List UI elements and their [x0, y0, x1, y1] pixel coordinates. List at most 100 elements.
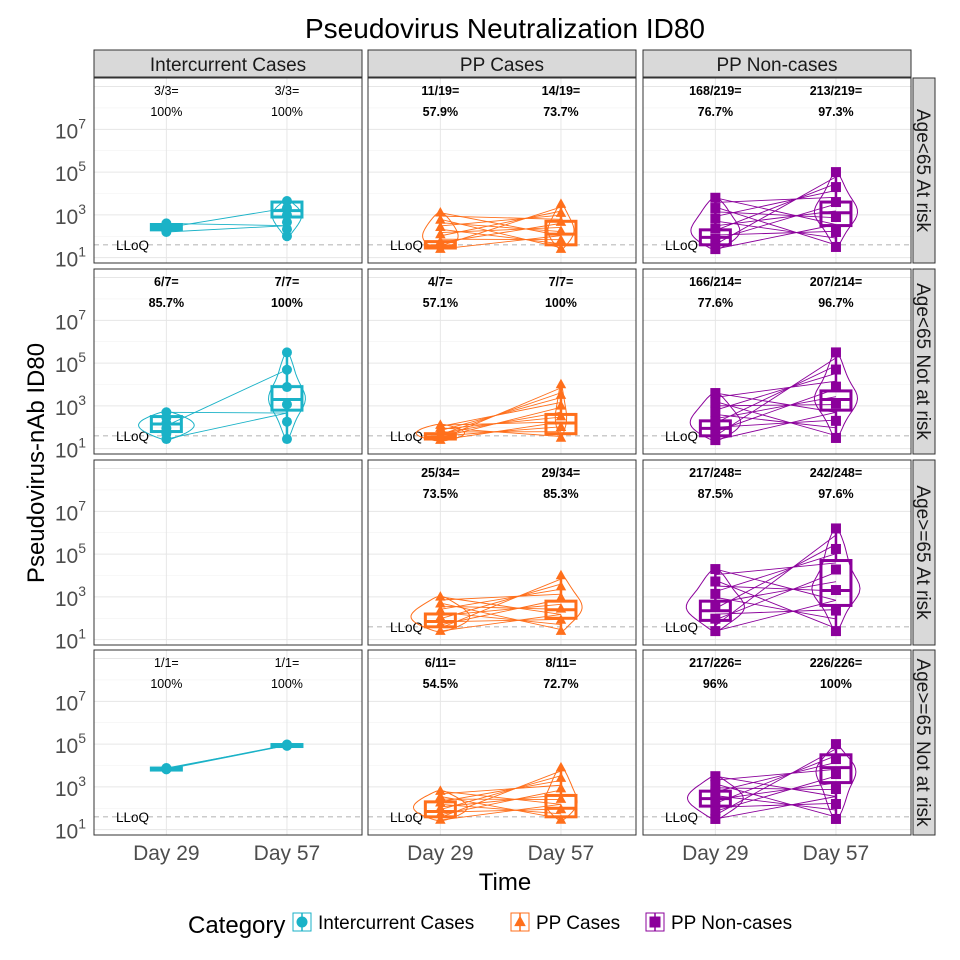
data-point: [710, 388, 721, 399]
panel-border: [367, 268, 637, 455]
box: [819, 559, 853, 607]
data-point: [830, 784, 841, 795]
data-point: [435, 236, 446, 246]
data-point: [710, 416, 721, 427]
lloq-label: LLoQ: [116, 810, 149, 825]
data-point: [555, 814, 567, 824]
data-point: [830, 798, 841, 809]
subject-line: [440, 808, 561, 813]
y-tick-label: 103: [55, 773, 86, 801]
x-tick-label: Day 57: [803, 842, 870, 865]
subject-line: [440, 803, 562, 821]
subject-line: [715, 802, 836, 808]
data-point: [830, 564, 841, 575]
response-percent: 100%: [820, 677, 852, 691]
lloq-label: LLoQ: [116, 429, 149, 444]
panel-border: [642, 268, 912, 455]
subject-line: [715, 599, 837, 632]
subject-line: [715, 401, 837, 437]
chart-title: Pseudovirus Neutralization ID80: [305, 13, 705, 44]
data-point: [555, 378, 567, 389]
data-point: [830, 605, 841, 616]
subject-line: [715, 357, 837, 437]
lloq-label: LLoQ: [665, 238, 698, 253]
facet-panel: LLoQ 6/7= 85.7% 7/7= 100%: [93, 268, 363, 455]
lloq-label: LLoQ: [665, 429, 698, 444]
data-point: [555, 591, 567, 602]
x-axis-label: Time: [479, 869, 531, 896]
data-point: [710, 626, 721, 637]
data-point: [830, 754, 841, 765]
panel-border: [367, 77, 637, 264]
y-tick-label: 103: [55, 201, 86, 229]
y-tick-label: 107: [55, 306, 86, 334]
subject-line: [440, 605, 561, 610]
subject-line: [715, 543, 837, 609]
data-point: [710, 425, 721, 436]
y-tick-label: 101: [55, 626, 86, 654]
legend-marker: [514, 915, 526, 927]
column-strip-label: Intercurrent Cases: [150, 55, 306, 76]
data-point: [555, 198, 567, 208]
subject-line: [166, 225, 287, 233]
data-point: [710, 813, 721, 824]
subject-line: [440, 583, 562, 620]
subject-line: [715, 596, 837, 620]
y-tick-label: 105: [55, 540, 86, 568]
data-point: [435, 591, 446, 601]
data-point: [710, 435, 721, 446]
legend-label: PP Non-cases: [671, 913, 792, 934]
data-point: [281, 739, 292, 750]
data-point: [555, 216, 567, 226]
subject-line: [715, 796, 837, 820]
data-point: [710, 779, 721, 790]
facet-panel: LLoQ 4/7= 57.1% 7/7= 100%: [367, 268, 637, 455]
facet-panel: LLoQ 217/248= 87.5% 242/248= 97.6%: [642, 459, 912, 646]
data-point: [830, 813, 841, 824]
response-rate: 7/7=: [549, 275, 574, 289]
data-point: [710, 805, 721, 816]
data-point: [710, 244, 721, 255]
y-tick-label: 105: [55, 730, 86, 758]
y-tick-label: 101: [55, 244, 86, 272]
lloq-label: LLoQ: [390, 429, 423, 444]
column-strip: Intercurrent Cases: [93, 49, 363, 78]
facet-panel: LLoQ 168/219= 76.7% 213/219= 97.3%: [642, 77, 912, 264]
data-point: [281, 382, 292, 393]
row-strip-label: Age>=65 Not at risk: [912, 659, 933, 827]
panel-border: [642, 649, 912, 836]
row-strip-label: Age<65 Not at risk: [912, 283, 933, 440]
y-tick-label: 101: [55, 816, 86, 844]
data-point: [555, 603, 567, 613]
panel-border: [367, 459, 637, 646]
response-percent: 100%: [271, 296, 303, 310]
subject-line: [715, 211, 836, 219]
subject-line: [715, 568, 837, 601]
response-rate: 3/3=: [275, 84, 300, 98]
subject-line: [715, 755, 837, 804]
data-point: [830, 543, 841, 554]
row-strip: Age<65 Not at risk: [912, 268, 936, 455]
subject-line: [440, 613, 562, 632]
response-percent: 96.7%: [818, 296, 853, 310]
data-point: [555, 625, 567, 635]
data-point: [555, 793, 567, 803]
data-point: [555, 569, 567, 580]
data-point: [435, 796, 446, 807]
subject-line: [715, 372, 837, 411]
row-strip: Age<65 At risk: [912, 77, 936, 264]
subject-line: [440, 775, 562, 810]
column-strip-label: PP Cases: [460, 55, 544, 76]
data-point: [281, 434, 292, 445]
response-rate: 242/248=: [810, 466, 862, 480]
legend-title: Category: [188, 912, 285, 939]
lloq-label: LLoQ: [665, 620, 698, 635]
data-point: [435, 214, 446, 224]
data-point: [830, 398, 841, 409]
data-point: [435, 814, 446, 824]
subject-line: [166, 369, 288, 427]
data-point: [281, 231, 292, 242]
legend-entry: Intercurrent Cases: [292, 912, 474, 934]
subject-line: [440, 794, 562, 808]
response-percent: 100%: [545, 296, 577, 310]
